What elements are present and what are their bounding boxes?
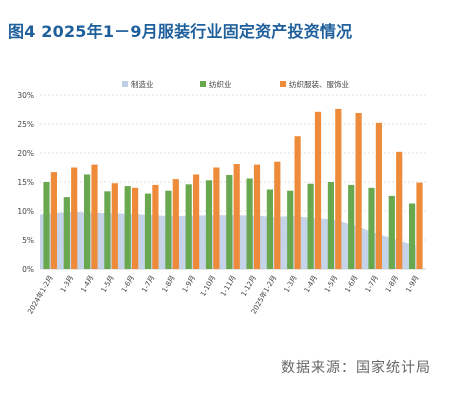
- y-tick-label: 0%: [22, 265, 34, 274]
- bar-textile: [287, 190, 294, 269]
- bar-textile: [409, 203, 416, 269]
- bar-textile: [205, 180, 213, 269]
- bar-apparel: [91, 164, 98, 269]
- legend-swatch: [122, 81, 128, 87]
- bar-apparel: [355, 113, 362, 269]
- bar-apparel: [111, 183, 118, 269]
- x-tick-label: 1-6月: [120, 274, 136, 294]
- bar-apparel: [253, 164, 261, 269]
- y-tick-label: 20%: [17, 149, 34, 158]
- x-tick-label: 1-10月: [199, 274, 217, 298]
- bar-textile: [124, 186, 131, 269]
- bar-textile: [144, 193, 152, 269]
- bar-apparel: [213, 167, 220, 269]
- bar-apparel: [294, 136, 301, 269]
- chart: 0%5%10%15%20%25%30%2024年1-2月 1-3月 1-4月 1-5月…: [17, 79, 426, 316]
- bar-apparel: [396, 151, 403, 269]
- bar-apparel: [152, 184, 159, 269]
- x-tick-label: 1-9月: [404, 274, 420, 294]
- bar-textile: [185, 184, 192, 269]
- bar-textile: [104, 191, 111, 269]
- page-title: 图4 2025年1－9月服装行业固定资产投资情况: [8, 22, 353, 41]
- bar-apparel: [274, 161, 281, 269]
- x-tick-label: 1-12月: [240, 274, 258, 298]
- bar-apparel: [71, 167, 78, 269]
- x-tick-label: 1-8月: [384, 274, 400, 294]
- x-tick-label: 1-4月: [303, 274, 319, 294]
- bar-textile: [165, 190, 172, 269]
- x-tick-label: 1-4月: [79, 274, 95, 294]
- bar-apparel: [375, 122, 382, 269]
- x-tick-label: 1-3月: [283, 274, 299, 294]
- x-tick-label: 1-7月: [364, 274, 380, 294]
- bar-apparel: [314, 111, 322, 269]
- bar-apparel: [233, 164, 240, 269]
- bar-apparel: [193, 174, 200, 269]
- x-tick-label: 2024年1-2月: [25, 274, 54, 316]
- x-tick-label: 1-5月: [323, 274, 339, 294]
- legend-label: 纺织服装、服饰业: [289, 79, 349, 89]
- x-tick-label: 1-9月: [181, 274, 197, 294]
- bar-textile: [84, 174, 91, 269]
- legend-swatch: [200, 81, 206, 87]
- bar-textile: [327, 182, 334, 269]
- bar-apparel: [335, 108, 342, 270]
- source-note: 数据来源：国家统计局: [281, 360, 431, 376]
- bar-textile: [348, 184, 355, 269]
- x-tick-label: 1-5月: [100, 274, 116, 294]
- legend-label: 纺织业: [209, 79, 232, 89]
- x-tick-label: 1-3月: [59, 274, 75, 294]
- bar-textile: [43, 182, 50, 269]
- legend-swatch: [280, 81, 286, 87]
- x-tick-label: 1-11月: [219, 274, 237, 298]
- bar-textile: [226, 175, 233, 269]
- bar-apparel: [416, 182, 423, 269]
- y-tick-label: 5%: [22, 236, 34, 245]
- bar-apparel: [50, 172, 57, 269]
- bar-textile: [307, 183, 314, 269]
- legend-label: 制造业: [131, 79, 154, 89]
- bar-textile: [246, 178, 253, 269]
- bar-textile: [266, 189, 273, 269]
- bar-textile: [63, 197, 70, 269]
- y-tick-label: 10%: [17, 207, 34, 216]
- y-tick-label: 25%: [17, 120, 34, 129]
- bar-apparel: [132, 187, 139, 269]
- y-tick-label: 15%: [17, 178, 34, 187]
- x-tick-label: 1-8月: [161, 274, 177, 294]
- y-tick-label: 30%: [17, 91, 34, 100]
- chart-card: 0% 5% 10% 15% 20% 25% 30% 2024年1-2月 1-3月 1-4月 1-5月…: [0, 72, 449, 342]
- x-tick-label: 1-7月: [140, 274, 156, 294]
- bar-textile: [368, 187, 375, 269]
- x-tick-label: 1-6月: [343, 274, 359, 294]
- bar-textile: [388, 195, 395, 269]
- bar-apparel: [172, 179, 179, 269]
